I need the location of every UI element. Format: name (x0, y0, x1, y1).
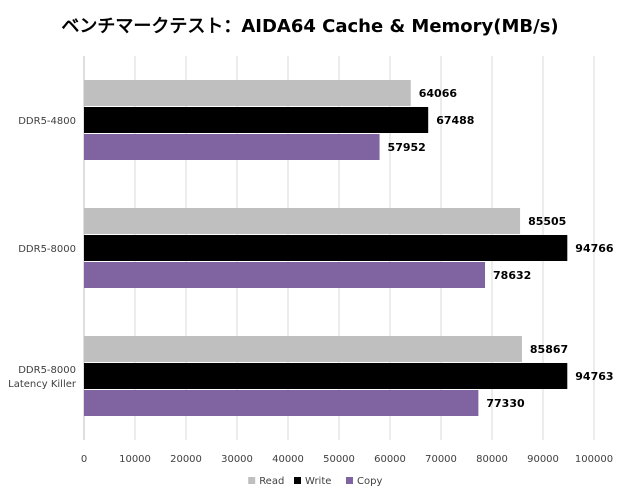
legend-swatch-read (248, 477, 256, 484)
category-label: Latency Killer (8, 379, 77, 390)
data-label: 94763 (575, 370, 613, 383)
legend-swatch-write (294, 477, 301, 484)
bar-read (84, 80, 411, 106)
legend-label-write: Write (305, 476, 331, 487)
data-label: 85505 (528, 215, 566, 228)
data-label: 64066 (419, 87, 458, 100)
x-tick-label: 40000 (272, 454, 304, 465)
data-label: 85867 (530, 343, 568, 356)
data-label: 94766 (575, 242, 614, 255)
x-tick-label: 90000 (527, 454, 559, 465)
bar-copy (84, 390, 479, 416)
bar-write (84, 107, 429, 133)
legend-swatch-copy (346, 477, 353, 484)
category-label: DDR5-8000 (18, 244, 76, 255)
x-tick-label: 0 (81, 454, 87, 465)
data-label: 67488 (436, 114, 474, 127)
data-label: 57952 (388, 141, 426, 154)
chart-title: ベンチマークテスト：AIDA64 Cache & Memory(MB/s) (61, 16, 559, 37)
x-tick-label: 100000 (575, 454, 613, 465)
category-label: DDR5-4800 (18, 116, 76, 127)
category-label: DDR5-8000 (18, 365, 76, 376)
bar-copy (84, 134, 380, 160)
legend-label-read: Read (259, 476, 284, 487)
x-tick-label: 30000 (221, 454, 253, 465)
data-label: 77330 (486, 397, 525, 410)
bar-copy (84, 262, 486, 288)
x-tick-label: 70000 (425, 454, 457, 465)
bar-read (84, 208, 521, 234)
x-tick-label: 60000 (374, 454, 406, 465)
x-tick-label: 80000 (476, 454, 508, 465)
bar-read (84, 336, 522, 362)
data-label: 78632 (493, 269, 531, 282)
legend-label-copy: Copy (357, 476, 382, 487)
bar-write (84, 235, 568, 261)
bar-write (84, 363, 568, 389)
x-tick-label: 10000 (119, 454, 151, 465)
x-tick-label: 50000 (323, 454, 355, 465)
x-tick-label: 20000 (170, 454, 202, 465)
